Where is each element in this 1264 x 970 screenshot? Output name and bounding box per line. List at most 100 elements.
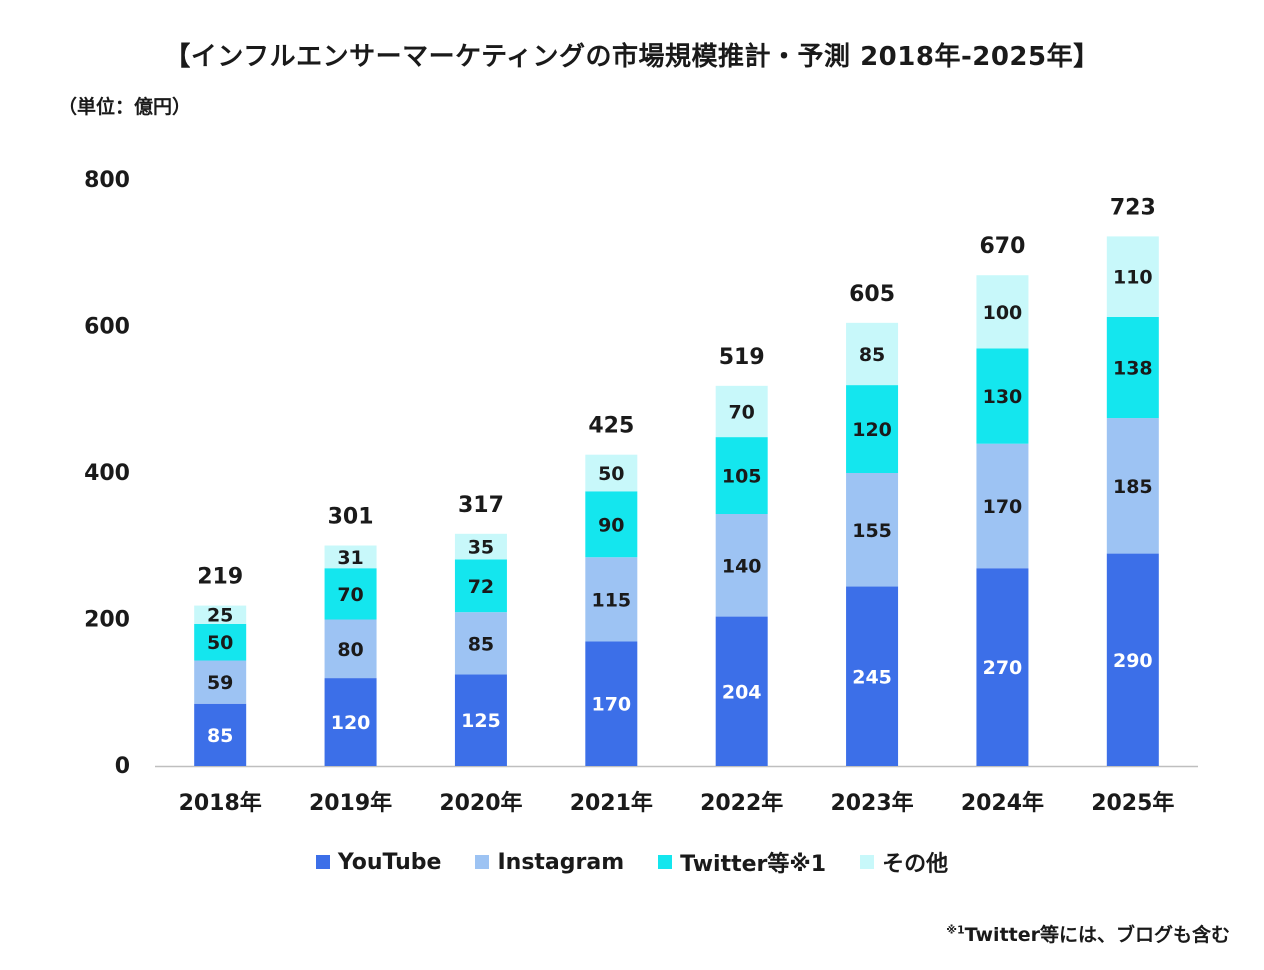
data-label-youtube-5: 245	[852, 666, 892, 688]
footnote-mark: ※1	[946, 923, 965, 937]
x-tick-label-6: 2024年	[961, 790, 1044, 816]
bar-youtube-7	[1106, 553, 1159, 766]
data-label-instagram-5: 155	[852, 520, 892, 542]
data-label-twitter-5: 120	[852, 419, 892, 441]
bar-twitter-3	[585, 491, 638, 558]
data-label-youtube-3: 170	[591, 694, 631, 716]
data-label-instagram-7: 185	[1113, 476, 1153, 498]
bar-youtube-2	[454, 674, 507, 766]
bar-twitter-0	[194, 623, 247, 661]
bar-twitter-5	[846, 385, 899, 473]
unit-label: （単位：億円）	[58, 96, 192, 118]
data-label-twitter-3: 90	[598, 514, 624, 536]
data-label-instagram-6: 170	[983, 496, 1023, 518]
y-tick-label-600: 600	[84, 315, 130, 340]
data-label-youtube-2: 125	[461, 710, 501, 732]
data-label-twitter-4: 105	[722, 466, 762, 488]
legend-swatch-youtube	[315, 855, 330, 869]
data-label-instagram-3: 115	[591, 589, 631, 611]
bar-other-0	[194, 605, 247, 624]
x-tick-label-4: 2022年	[700, 790, 783, 816]
bar-instagram-1	[324, 619, 377, 679]
data-label-other-0: 25	[207, 605, 233, 627]
data-label-other-6: 100	[983, 302, 1023, 324]
bar-instagram-2	[454, 612, 507, 675]
total-label-7: 723	[1110, 195, 1156, 220]
bar-youtube-3	[585, 641, 638, 766]
legend-label-instagram: Instagram	[497, 849, 625, 875]
bar-instagram-5	[846, 473, 899, 587]
y-tick-label-0: 0	[115, 754, 130, 779]
legend-item-instagram: Instagram	[475, 846, 624, 878]
legend-label-twitter: Twitter等※1	[680, 852, 827, 877]
data-label-other-1: 31	[337, 547, 363, 569]
bar-youtube-4	[715, 616, 768, 766]
data-label-youtube-4: 204	[722, 681, 762, 703]
bar-youtube-6	[976, 568, 1029, 766]
bar-other-1	[324, 545, 377, 569]
chart-title: 【インフルエンサーマーケティングの市場規模推計・予測 2018年-2025年】	[164, 42, 1100, 72]
data-label-twitter-7: 138	[1113, 358, 1153, 380]
footnote-text: Twitter等には、ブログも含む	[964, 924, 1230, 946]
bar-instagram-7	[1106, 418, 1159, 554]
data-label-youtube-0: 85	[207, 725, 233, 747]
bar-youtube-1	[324, 678, 377, 766]
legend-swatch-other	[860, 855, 875, 869]
data-label-other-2: 35	[468, 537, 494, 559]
footnote: ※1Twitter等には、ブログも含む	[946, 920, 1230, 947]
data-label-other-4: 70	[728, 401, 754, 423]
bar-youtube-0	[194, 703, 247, 766]
legend-item-other: その他	[860, 846, 948, 878]
data-label-other-5: 85	[859, 344, 885, 366]
legend-label-youtube: YouTube	[337, 849, 442, 875]
bar-twitter-7	[1106, 316, 1159, 419]
data-label-other-3: 50	[598, 463, 624, 485]
x-tick-label-2: 2020年	[439, 790, 522, 816]
bar-other-2	[454, 533, 507, 560]
data-label-youtube-7: 290	[1113, 650, 1153, 672]
total-label-0: 219	[197, 565, 243, 590]
legend-item-twitter: Twitter等※1	[658, 846, 826, 878]
y-tick-label-400: 400	[84, 461, 130, 486]
bar-other-4	[715, 385, 768, 438]
total-label-4: 519	[719, 345, 765, 370]
legend-swatch-instagram	[475, 855, 490, 869]
data-label-instagram-1: 80	[337, 639, 363, 661]
bar-other-7	[1106, 236, 1159, 317]
data-label-instagram-4: 140	[722, 555, 762, 577]
legend: YouTube Instagram Twitter等※1 その他	[0, 846, 1264, 878]
data-label-instagram-0: 59	[207, 672, 233, 694]
bar-other-3	[585, 454, 638, 492]
bar-other-5	[846, 322, 899, 386]
x-tick-label-3: 2021年	[570, 790, 653, 816]
total-label-6: 670	[979, 234, 1025, 259]
x-tick-label-1: 2019年	[309, 790, 392, 816]
bar-instagram-3	[585, 557, 638, 642]
legend-label-other: その他	[882, 852, 949, 877]
legend-swatch-twitter	[658, 855, 673, 869]
bar-twitter-6	[976, 348, 1029, 444]
y-tick-label-800: 800	[84, 168, 130, 193]
total-label-5: 605	[849, 282, 895, 307]
legend-item-youtube: YouTube	[315, 846, 442, 878]
bar-other-6	[976, 275, 1029, 349]
data-label-twitter-1: 70	[337, 584, 363, 606]
data-label-youtube-1: 120	[331, 712, 371, 734]
data-label-youtube-6: 270	[983, 657, 1023, 679]
bar-twitter-4	[715, 437, 768, 515]
total-label-1: 301	[328, 505, 374, 530]
x-tick-label-5: 2023年	[830, 790, 913, 816]
total-label-3: 425	[588, 414, 634, 439]
x-tick-label-0: 2018年	[179, 790, 262, 816]
bar-instagram-4	[715, 514, 768, 617]
total-label-2: 317	[458, 493, 504, 518]
data-label-twitter-0: 50	[207, 632, 233, 654]
data-label-twitter-2: 72	[468, 576, 494, 598]
bar-instagram-6	[976, 443, 1029, 569]
bar-twitter-2	[454, 559, 507, 613]
bar-instagram-0	[194, 660, 247, 704]
x-tick-label-7: 2025年	[1091, 790, 1174, 816]
bar-youtube-5	[846, 586, 899, 766]
bar-twitter-1	[324, 568, 377, 620]
